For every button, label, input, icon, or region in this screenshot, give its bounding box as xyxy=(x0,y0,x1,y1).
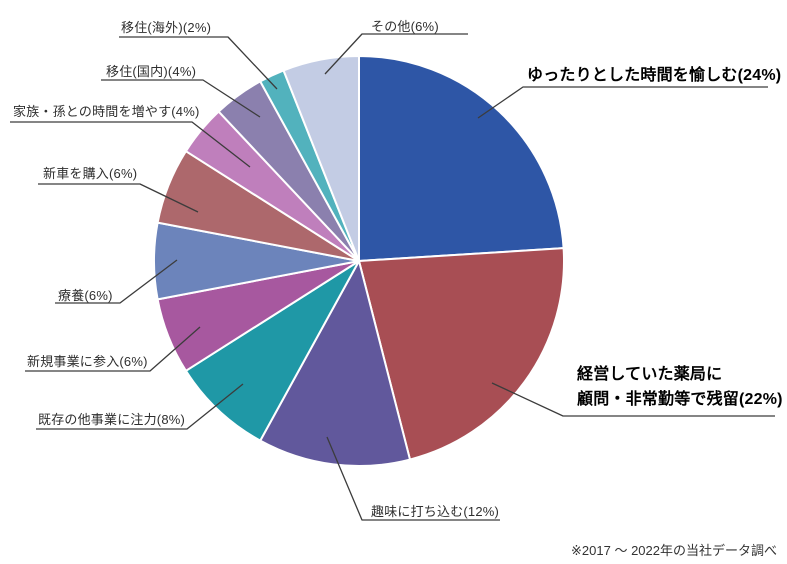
callout-label-shinki: 新規事業に参入(6%) xyxy=(27,354,148,369)
callout-label-keiei-line1: 経営していた薬局に xyxy=(577,366,723,383)
callout-line-keiei xyxy=(491,382,775,417)
pie-slice-2 xyxy=(259,260,411,467)
callout-label-iju-kaigai: 移住(海外)(2%) xyxy=(121,20,212,35)
data-source-footnote: ※2017 ～ 2022年の当社データ調べ xyxy=(571,543,777,558)
callout-label-sonota: その他(6%) xyxy=(371,19,439,34)
callout-label-iju-kokunai: 移住(国内)(4%) xyxy=(106,64,197,79)
callout-line-kison xyxy=(36,383,244,430)
callout-line-kazoku xyxy=(10,121,251,168)
callout-line-shinsha xyxy=(38,183,199,213)
pie-slice-10 xyxy=(282,55,360,262)
callout-label-kazoku: 家族・孫との時間を増やす(4%) xyxy=(13,104,200,119)
callout-line-shumi xyxy=(326,436,500,521)
pie-slice-0 xyxy=(358,55,565,262)
callout-label-shumi: 趣味に打ち込む(12%) xyxy=(371,504,500,519)
callout-label-shinsha: 新車を購入(6%) xyxy=(43,166,138,181)
callout-line-iju-kaigai xyxy=(119,36,278,90)
callout-label-kison: 既存の他事業に注力(8%) xyxy=(38,412,186,427)
callout-label-keiei-line2: 顧問・非常勤等で残留(22%) xyxy=(577,391,783,408)
pie-slice-1 xyxy=(358,247,566,461)
callout-label-yuttari: ゆったりとした時間を愉しむ(24%) xyxy=(527,67,782,84)
callout-line-iju-kokunai xyxy=(101,79,261,118)
callout-line-shinki xyxy=(25,326,201,372)
callout-label-keiei: 経営していた薬局に 顧問・非常勤等で残留(22%) xyxy=(577,362,783,412)
callout-line-yuttari xyxy=(477,86,768,119)
callout-line-sonota xyxy=(324,33,468,75)
callout-line-ryoyo xyxy=(55,259,178,304)
callout-label-ryoyo: 療養(6%) xyxy=(58,288,113,303)
pie-slices-group xyxy=(153,55,566,467)
